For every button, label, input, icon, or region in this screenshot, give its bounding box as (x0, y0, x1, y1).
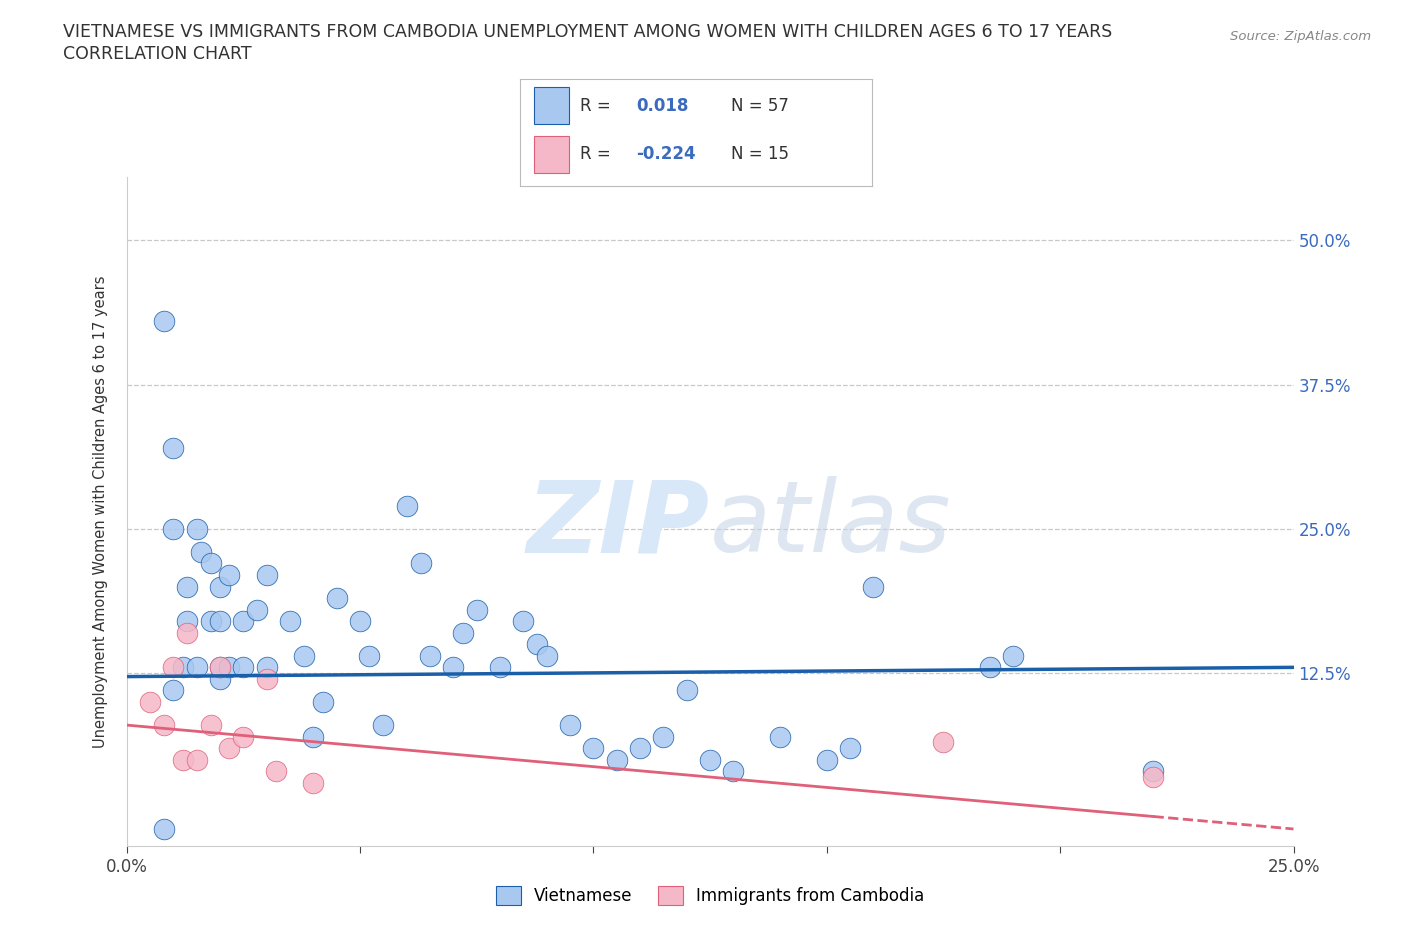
Point (162, 522, 184, 537)
Point (186, 752, 208, 767)
Point (862, 579, 884, 594)
Point (232, 660, 254, 675)
Point (373, 718, 395, 733)
Point (536, 648, 558, 663)
Point (232, 614, 254, 629)
Point (176, 614, 198, 629)
Point (176, 579, 198, 594)
Point (208, 614, 231, 629)
Point (153, 718, 176, 733)
Point (190, 544, 212, 559)
Point (465, 603, 488, 618)
Point (153, 313, 176, 328)
Point (769, 729, 792, 744)
Point (302, 776, 325, 790)
Point (489, 660, 512, 675)
Point (139, 695, 162, 710)
Point (172, 752, 194, 767)
Point (1002, 648, 1025, 663)
Point (200, 556, 222, 571)
Text: 0.018: 0.018 (637, 97, 689, 114)
Text: Source: ZipAtlas.com: Source: ZipAtlas.com (1230, 30, 1371, 43)
Point (395, 498, 418, 513)
Text: N = 15: N = 15 (731, 145, 789, 163)
Point (186, 660, 208, 675)
Point (451, 625, 474, 640)
Point (839, 740, 862, 755)
Point (218, 567, 240, 582)
Point (200, 614, 222, 629)
Point (582, 740, 605, 755)
Point (256, 660, 278, 675)
Point (675, 683, 697, 698)
Text: N = 57: N = 57 (731, 97, 789, 114)
Text: R =: R = (581, 145, 616, 163)
Point (359, 648, 381, 663)
Text: ZIP: ZIP (527, 476, 710, 574)
Point (218, 660, 240, 675)
Point (153, 821, 176, 836)
Point (264, 764, 287, 778)
Point (162, 660, 184, 675)
Point (558, 718, 581, 733)
Text: atlas: atlas (710, 476, 952, 574)
Point (256, 567, 278, 582)
Point (311, 695, 333, 710)
Point (278, 614, 301, 629)
Y-axis label: Unemployment Among Women with Children Ages 6 to 17 years: Unemployment Among Women with Children A… (93, 275, 108, 748)
Point (652, 729, 675, 744)
Point (1142, 770, 1164, 785)
Point (979, 660, 1001, 675)
Point (208, 671, 231, 686)
Point (325, 591, 347, 605)
Text: -0.224: -0.224 (637, 145, 696, 163)
FancyBboxPatch shape (534, 86, 569, 124)
Point (723, 764, 745, 778)
Point (208, 579, 231, 594)
Point (232, 729, 254, 744)
Point (172, 660, 194, 675)
Point (176, 625, 198, 640)
Point (932, 735, 955, 750)
Point (246, 603, 269, 618)
Point (162, 683, 184, 698)
Point (349, 614, 371, 629)
Point (628, 740, 651, 755)
Point (815, 752, 838, 767)
Point (186, 522, 208, 537)
Point (302, 729, 325, 744)
Point (208, 660, 231, 675)
Text: CORRELATION CHART: CORRELATION CHART (63, 45, 252, 62)
Point (162, 441, 184, 456)
Point (1142, 764, 1164, 778)
Point (256, 671, 278, 686)
Point (292, 648, 315, 663)
Point (218, 740, 240, 755)
Text: VIETNAMESE VS IMMIGRANTS FROM CAMBODIA UNEMPLOYMENT AMONG WOMEN WITH CHILDREN AG: VIETNAMESE VS IMMIGRANTS FROM CAMBODIA U… (63, 23, 1112, 41)
Legend: Vietnamese, Immigrants from Cambodia: Vietnamese, Immigrants from Cambodia (489, 879, 931, 911)
Point (208, 660, 231, 675)
Point (419, 648, 441, 663)
Point (606, 752, 628, 767)
Point (526, 637, 548, 652)
Text: R =: R = (581, 97, 616, 114)
Point (699, 752, 721, 767)
Point (409, 556, 432, 571)
Point (512, 614, 534, 629)
Point (441, 660, 464, 675)
FancyBboxPatch shape (534, 136, 569, 173)
Point (200, 718, 222, 733)
